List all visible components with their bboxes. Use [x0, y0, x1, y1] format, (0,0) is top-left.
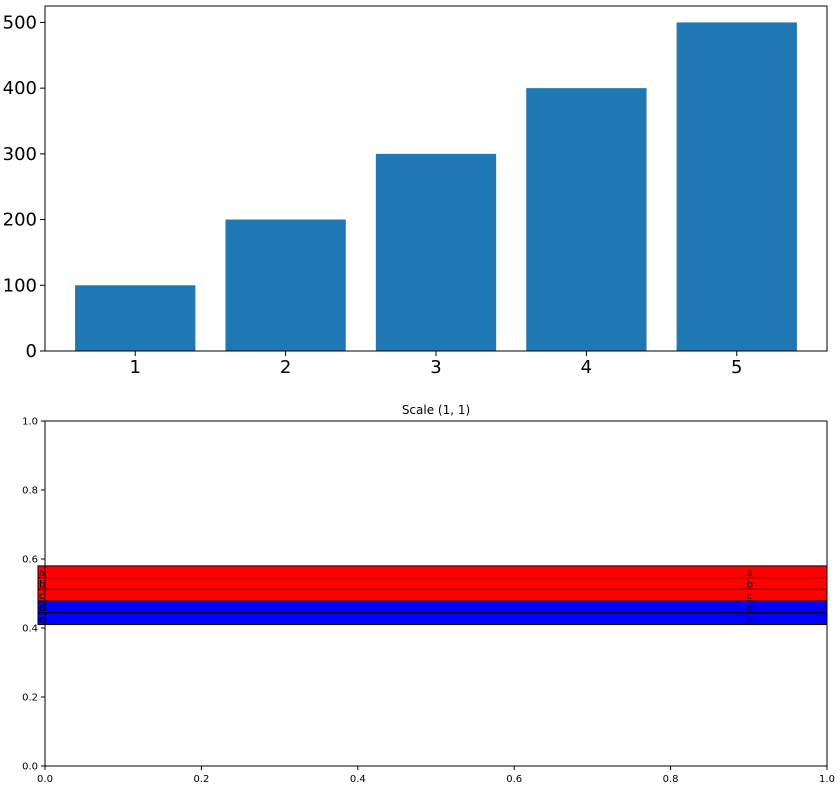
- y-axis: 0 100 200 300 400 500: [3, 12, 45, 362]
- table-cell-right: c: [747, 591, 753, 602]
- y-tick-label: 300: [3, 144, 37, 165]
- bar: [75, 285, 196, 351]
- y-tick-label: 100: [3, 275, 37, 296]
- y-tick-label: 0.0: [22, 762, 38, 773]
- table-row-fill: [37, 588, 828, 602]
- table-cell-right: a: [747, 568, 753, 579]
- bar-chart: 0 100 200 300 400 500 1 2 3 4 5: [3, 5, 828, 378]
- y-tick-label: 400: [3, 78, 37, 99]
- x-tick-label: 0.8: [663, 774, 679, 785]
- table-cell-left: d: [39, 603, 45, 614]
- table-row-fill: [37, 612, 828, 626]
- chart-title: Scale (1, 1): [402, 403, 470, 417]
- y-tick-label: 0.2: [22, 693, 38, 704]
- table-row-fill: [37, 600, 828, 614]
- bar: [225, 219, 346, 351]
- plot-frame: [44, 420, 828, 767]
- table-row-fill: [37, 565, 828, 579]
- x-axis: 1 2 3 4 5: [130, 351, 742, 378]
- table-cell-left: a: [39, 568, 45, 579]
- x-tick-label: 0.0: [37, 774, 53, 785]
- y-tick-label: 500: [3, 12, 37, 33]
- bar: [526, 88, 647, 352]
- table-cell-right: e: [747, 615, 753, 626]
- x-tick-label: 0.4: [350, 774, 366, 785]
- x-tick-label: 2: [280, 357, 291, 378]
- table-rows: a ab bc cd de e: [37, 565, 828, 626]
- x-tick-label: 3: [430, 357, 441, 378]
- y-axis: 0.0 0.2 0.4 0.6 0.8 1.0: [22, 417, 45, 773]
- y-tick-label: 0.4: [22, 624, 38, 635]
- table-cell-left: c: [39, 591, 45, 602]
- table-cell-left: b: [39, 579, 45, 590]
- bar-series: [75, 22, 797, 352]
- x-tick-label: 5: [731, 357, 742, 378]
- plot-frame: [44, 5, 828, 352]
- x-tick-label: 1.0: [819, 774, 835, 785]
- y-tick-label: 0.8: [22, 486, 38, 497]
- y-tick-label: 0: [26, 341, 37, 362]
- x-axis: 0.0 0.2 0.4 0.6 0.8 1.0: [37, 766, 835, 785]
- bar: [375, 153, 497, 351]
- y-tick-label: 1.0: [22, 417, 38, 428]
- table-cell-left: e: [39, 615, 45, 626]
- table-chart: Scale (1, 1) a ab bc cd de e 0.00.20.40.60.81…: [22, 403, 835, 785]
- table-row-fill: [37, 577, 828, 590]
- x-tick-label: 0.6: [506, 774, 522, 785]
- bar: [676, 22, 797, 352]
- table-cell-right: d: [747, 603, 753, 614]
- x-tick-label: 0.2: [193, 774, 209, 785]
- y-tick-label: 0.6: [22, 555, 38, 566]
- table-cell-right: b: [747, 579, 753, 590]
- x-tick-label: 1: [130, 357, 141, 378]
- y-tick-label: 200: [3, 210, 37, 231]
- x-tick-label: 4: [581, 357, 592, 378]
